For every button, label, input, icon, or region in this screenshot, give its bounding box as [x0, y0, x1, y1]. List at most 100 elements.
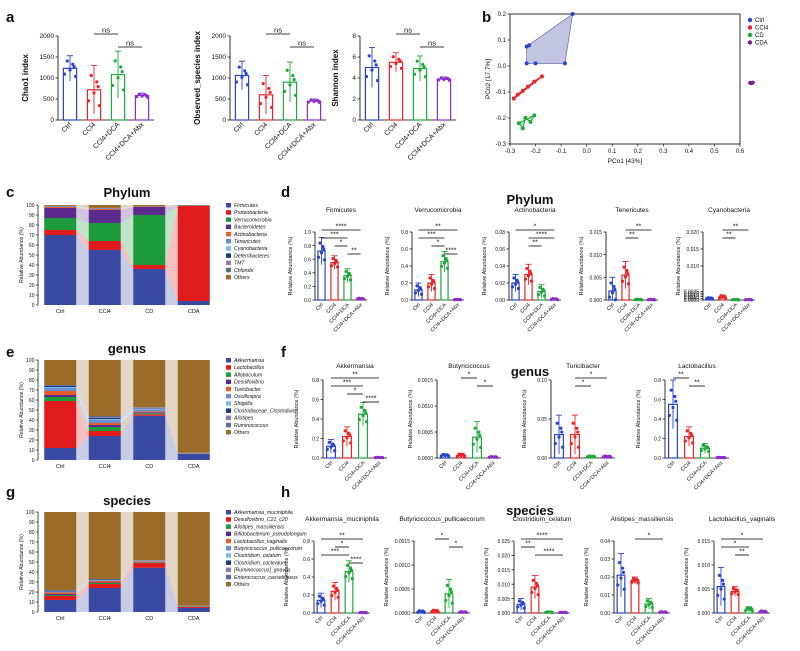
stack-ribbon	[120, 561, 134, 583]
data-dot	[113, 59, 117, 63]
legend-marker	[747, 17, 753, 23]
y-tick-label: 40	[29, 263, 35, 269]
data-dot	[134, 95, 139, 99]
stack-segment	[88, 205, 121, 208]
y-axis-label: Relative Abundance (%)	[484, 547, 490, 606]
subplot-title: Butyricicoccus_pullicaecorum	[399, 516, 484, 523]
legend-swatch	[226, 408, 231, 413]
x-tick-label: Ctrl	[61, 121, 74, 134]
stack-segment	[133, 567, 166, 612]
data-dot	[626, 271, 630, 275]
stack-ribbon	[76, 207, 89, 210]
legend-swatch	[226, 401, 231, 406]
y-tick-label: 90	[29, 368, 35, 374]
stack-segment	[133, 562, 166, 568]
y-axis-label: Relative Abundance (%)	[19, 534, 25, 590]
legend-swatch	[226, 217, 231, 222]
stack-ribbon	[76, 230, 89, 250]
stack-ribbon	[165, 560, 178, 607]
y-axis-label: Relative Abundance (%)	[284, 547, 290, 606]
stack-segment	[133, 561, 166, 562]
data-dot	[96, 84, 100, 89]
pcoa-group: -0.3 -0.2 -0.1 0.0 0.1 0.2 0.3 0.4 0.5 0.6 -0.3 -0.…	[485, 12, 769, 165]
sig-label: ****	[336, 224, 347, 231]
data-dot	[350, 577, 354, 581]
x-tick-label: Ctrl	[315, 302, 325, 312]
stack-segment	[88, 418, 121, 419]
sig-label: ****	[366, 396, 377, 403]
y-tick-label: 0.02	[600, 575, 610, 581]
data-dot	[703, 447, 707, 451]
stack-segment	[88, 420, 121, 423]
data-dot	[348, 273, 352, 277]
data-dot	[645, 599, 649, 603]
panel-letter-d: d	[281, 184, 290, 201]
subplot-title: Akkermansia_muciniphila	[305, 516, 379, 523]
y-tick-label: -0.3	[496, 142, 507, 148]
y-tick-label: 0.2	[304, 285, 311, 291]
y-axis-label: Relative Abundance (%)	[384, 547, 390, 606]
subplot-title: Cyanobacteria	[708, 207, 750, 214]
x-tick-label: 0.1	[608, 149, 617, 155]
data-dot	[744, 608, 748, 612]
chart-a2-group: 0 500 1000 1500 2000 Observed_species index Ct…	[193, 26, 326, 162]
stack-ribbon	[76, 208, 89, 223]
data-dot	[415, 59, 419, 63]
stack-segment	[44, 448, 77, 460]
legend-swatch	[226, 546, 231, 551]
sig-label: *	[741, 533, 744, 540]
y-tick-label: 0.015	[589, 230, 602, 236]
pcoa-point-CCl4	[520, 88, 525, 93]
ctrl-hull	[526, 13, 574, 64]
y-tick-label: 0.4	[304, 271, 311, 277]
x-tick-label: 0.2	[634, 149, 643, 155]
y-tick-label: 1.0	[304, 230, 311, 236]
y-tick-label: 0.6	[304, 257, 311, 263]
data-dot	[321, 245, 325, 249]
data-dot	[559, 426, 563, 430]
stack-ribbon	[76, 401, 89, 448]
y-tick-label: 0.05	[537, 417, 547, 423]
chart-d-3-group: 0.000 0.005 0.010 0.015 Relative Abundance (…	[579, 207, 658, 333]
y-tick-label: 2000	[40, 33, 55, 40]
sig-label: *	[648, 533, 651, 540]
legend-label: Akkermansia_muciniphila	[233, 510, 293, 516]
data-dot	[690, 433, 694, 437]
data-dot	[412, 72, 417, 76]
data-dot	[140, 94, 144, 98]
data-dot	[571, 421, 575, 425]
stack-segment	[133, 205, 166, 206]
legend-swatch	[226, 358, 231, 363]
y-tick-label: 500	[215, 96, 226, 103]
legend-swatch	[226, 567, 231, 573]
legend-swatch	[226, 394, 231, 399]
data-dot	[513, 282, 518, 286]
data-dot	[731, 586, 735, 591]
y-tick-label: 0.005	[697, 587, 710, 593]
data-dot	[733, 590, 737, 594]
stack-ribbon	[76, 581, 89, 594]
x-axis-label: PCo1 [43%]	[608, 158, 643, 165]
x-tick-label: 0.5	[710, 149, 719, 155]
data-dot	[331, 584, 335, 588]
legend-label: Verrucomicrobia	[234, 217, 272, 223]
subplot-title: Akkermansia	[336, 363, 374, 370]
data-dot	[553, 441, 557, 446]
sig-label: **	[733, 224, 739, 231]
stack-ribbon	[165, 560, 178, 607]
y-tick-label: 0.2	[401, 281, 408, 287]
y-axis-label: Relative Abundance (%)	[684, 547, 690, 606]
data-dot	[455, 454, 459, 458]
stack-ribbon	[76, 580, 89, 592]
chart-h-1-group: 0.0000 0.0005 0.0010 0.0015 Relative Abundan…	[384, 516, 485, 646]
y-tick-label: 0.6	[654, 398, 661, 404]
stack-ribbon	[120, 206, 134, 209]
stack-segment	[88, 427, 121, 431]
x-tick-label: CCl4	[99, 616, 111, 622]
x-tick-label: CDA	[188, 616, 200, 622]
x-tick-label: CCl4	[81, 121, 97, 137]
y-tick-label: 0.000	[497, 611, 510, 617]
data-dot	[607, 295, 612, 299]
pcoa-point-CD	[532, 113, 537, 118]
pcoa-point-CCl4	[525, 84, 530, 89]
